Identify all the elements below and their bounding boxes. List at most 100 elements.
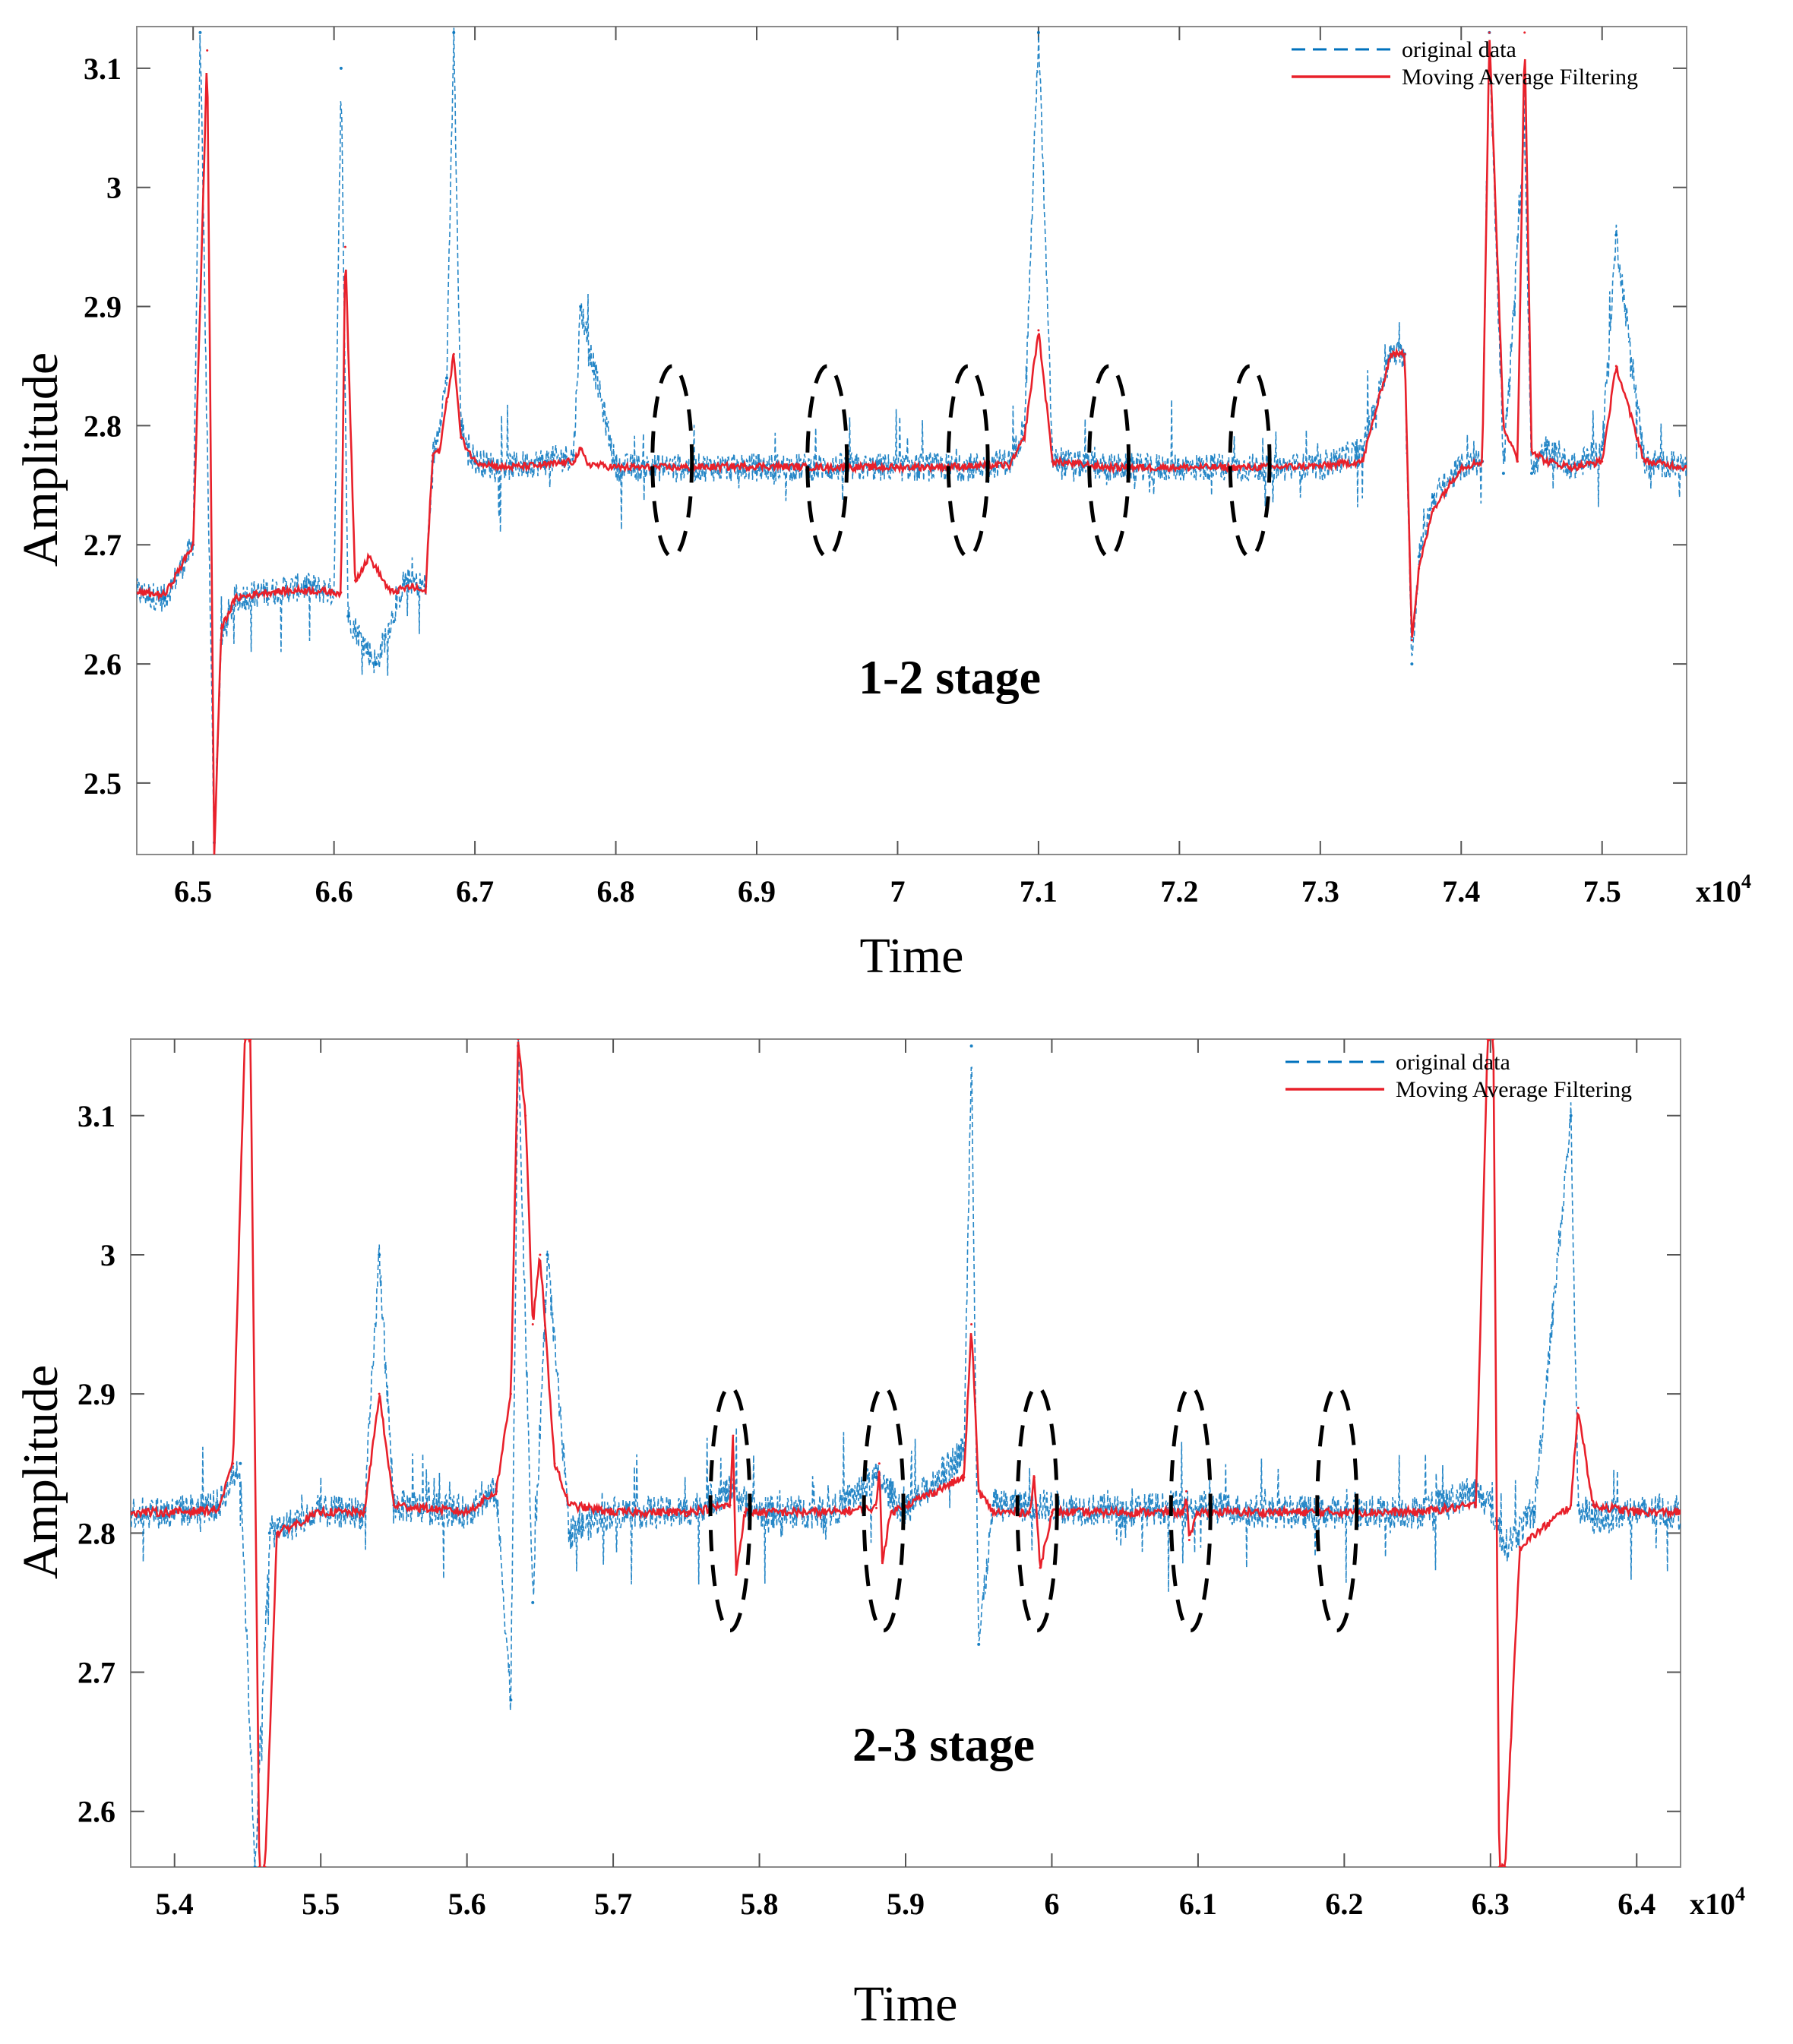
moving-average-point xyxy=(275,1531,278,1534)
original-data-point xyxy=(378,1253,381,1256)
x-tick-label: 7.1 xyxy=(1020,874,1058,908)
original-data-point xyxy=(977,1642,981,1646)
moving-average-point xyxy=(732,1434,735,1437)
moving-average-point xyxy=(1185,1490,1188,1493)
original-data-point xyxy=(1614,233,1618,237)
moving-average-point xyxy=(1032,1476,1036,1479)
moving-average-point xyxy=(424,591,427,594)
moving-average-point xyxy=(262,591,265,594)
x-tick-label: 6.4 xyxy=(1617,1887,1655,1921)
x-tick-label: 6.2 xyxy=(1325,1887,1363,1921)
original-data-point xyxy=(403,579,406,583)
moving-average-point xyxy=(612,1511,615,1514)
moving-average-point xyxy=(1497,1866,1500,1867)
moving-average-point xyxy=(1390,352,1393,355)
moving-average-point xyxy=(1361,460,1364,463)
moving-average-point xyxy=(1050,1511,1053,1514)
moving-average-point xyxy=(553,1462,556,1465)
annotation-ellipse xyxy=(1168,1385,1213,1633)
plot-series-group xyxy=(137,27,1687,855)
x-axis-title: Time xyxy=(854,1976,958,2032)
moving-average-point xyxy=(220,627,223,630)
moving-average-point xyxy=(452,352,455,355)
moving-average-point xyxy=(1570,1504,1573,1507)
moving-average-point xyxy=(1197,1511,1200,1514)
moving-average-point xyxy=(896,466,899,469)
moving-average-point xyxy=(1416,1511,1419,1514)
original-data-point xyxy=(1569,1114,1573,1117)
x-tick-label: 7 xyxy=(890,874,905,908)
moving-average-point xyxy=(531,1323,534,1326)
legend-moving-average-label: Moving Average Filtering xyxy=(1396,1077,1632,1102)
series-original-data-line xyxy=(137,27,1687,844)
moving-average-point xyxy=(1431,507,1434,510)
moving-average-point xyxy=(1410,639,1413,642)
x-multiplier-exponent: 4 xyxy=(1735,1883,1745,1905)
moving-average-point xyxy=(685,466,688,469)
legend-original-data-label: original data xyxy=(1396,1050,1510,1075)
moving-average-point xyxy=(258,1866,261,1867)
original-data-point xyxy=(304,585,308,589)
annotation-ellipse xyxy=(708,1385,752,1633)
moving-average-point xyxy=(509,1392,512,1395)
annotation-ellipse xyxy=(805,364,849,559)
x-tick-label: 5.7 xyxy=(594,1887,632,1921)
moving-average-point xyxy=(685,1511,688,1514)
moving-average-point xyxy=(966,465,969,468)
original-data-point xyxy=(198,30,202,34)
moving-average-point xyxy=(1481,460,1484,463)
original-data-point xyxy=(874,1476,878,1480)
moving-average-point xyxy=(878,1462,881,1465)
x-tick-label: 5.8 xyxy=(741,1887,779,1921)
moving-average-point xyxy=(249,1039,252,1041)
original-data-point xyxy=(1504,1545,1507,1549)
moving-average-point xyxy=(890,1511,893,1514)
annotation-ellipse xyxy=(946,364,990,559)
moving-average-point xyxy=(729,1504,732,1507)
panel-2-3-stage: 5.4 5.5 5.6 5.7 5.8 5.9 6 6.1 6.2 6.3 6.4 2.6 2.7 2.8… xyxy=(13,1038,1745,2032)
original-data-point xyxy=(1431,495,1435,499)
original-data-point xyxy=(339,66,343,70)
moving-average-point xyxy=(1475,1504,1478,1507)
y-tick-label: 2.7 xyxy=(84,528,122,562)
original-data-point xyxy=(969,1044,973,1048)
moving-average-point xyxy=(1486,1039,1489,1041)
moving-average-point xyxy=(1037,329,1040,332)
moving-average-point xyxy=(353,579,356,582)
moving-average-point xyxy=(1643,460,1646,463)
stage-label: 1-2 stage xyxy=(859,650,1041,704)
moving-average-point xyxy=(1178,466,1181,469)
moving-average-point xyxy=(466,1511,469,1514)
moving-average-point xyxy=(333,591,336,594)
moving-average-point xyxy=(991,1511,995,1514)
moving-average-point xyxy=(198,305,201,308)
moving-average-point xyxy=(460,436,463,439)
x-tick-label: 6.6 xyxy=(315,874,353,908)
moving-average-point xyxy=(517,1039,520,1041)
moving-average-point xyxy=(1023,436,1026,439)
moving-average-point xyxy=(963,1476,966,1479)
series-moving-average-line xyxy=(137,39,1687,855)
x-tick-label: 6.3 xyxy=(1472,1887,1510,1921)
moving-average-point xyxy=(568,1504,571,1507)
moving-average-point xyxy=(970,1323,973,1326)
moving-average-point xyxy=(1592,1504,1595,1507)
series-moving-average-line xyxy=(131,1039,1681,1867)
moving-average-point xyxy=(755,465,758,468)
moving-average-point xyxy=(1502,424,1505,427)
stage-label: 2-3 stage xyxy=(852,1717,1035,1771)
original-data-point xyxy=(445,376,448,380)
original-data-point xyxy=(1600,447,1604,451)
x-tick-label: 5.6 xyxy=(448,1887,486,1921)
original-data-point xyxy=(1417,554,1421,558)
moving-average-point xyxy=(1679,1511,1681,1514)
annotation-ellipse xyxy=(1228,364,1272,559)
moving-average-point xyxy=(1459,466,1463,469)
moving-average-point xyxy=(1108,466,1111,469)
x-tick-label: 7.4 xyxy=(1442,874,1480,908)
annotation-ellipse xyxy=(1015,1385,1059,1633)
moving-average-point xyxy=(1342,1511,1346,1514)
x-tick-label: 7.5 xyxy=(1583,874,1621,908)
moving-average-point xyxy=(1009,463,1012,466)
